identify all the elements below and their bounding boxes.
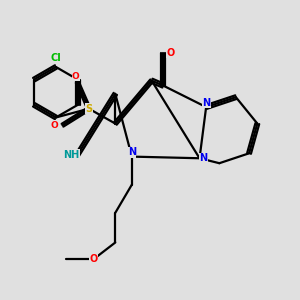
Text: S: S — [85, 104, 92, 114]
Text: Cl: Cl — [50, 53, 61, 63]
Text: O: O — [50, 121, 58, 130]
Text: N: N — [199, 153, 207, 163]
Text: N: N — [128, 147, 136, 157]
Text: N: N — [202, 98, 210, 108]
Text: O: O — [167, 48, 175, 58]
Text: O: O — [72, 72, 80, 81]
Text: O: O — [90, 254, 98, 264]
Text: NH: NH — [63, 150, 80, 160]
